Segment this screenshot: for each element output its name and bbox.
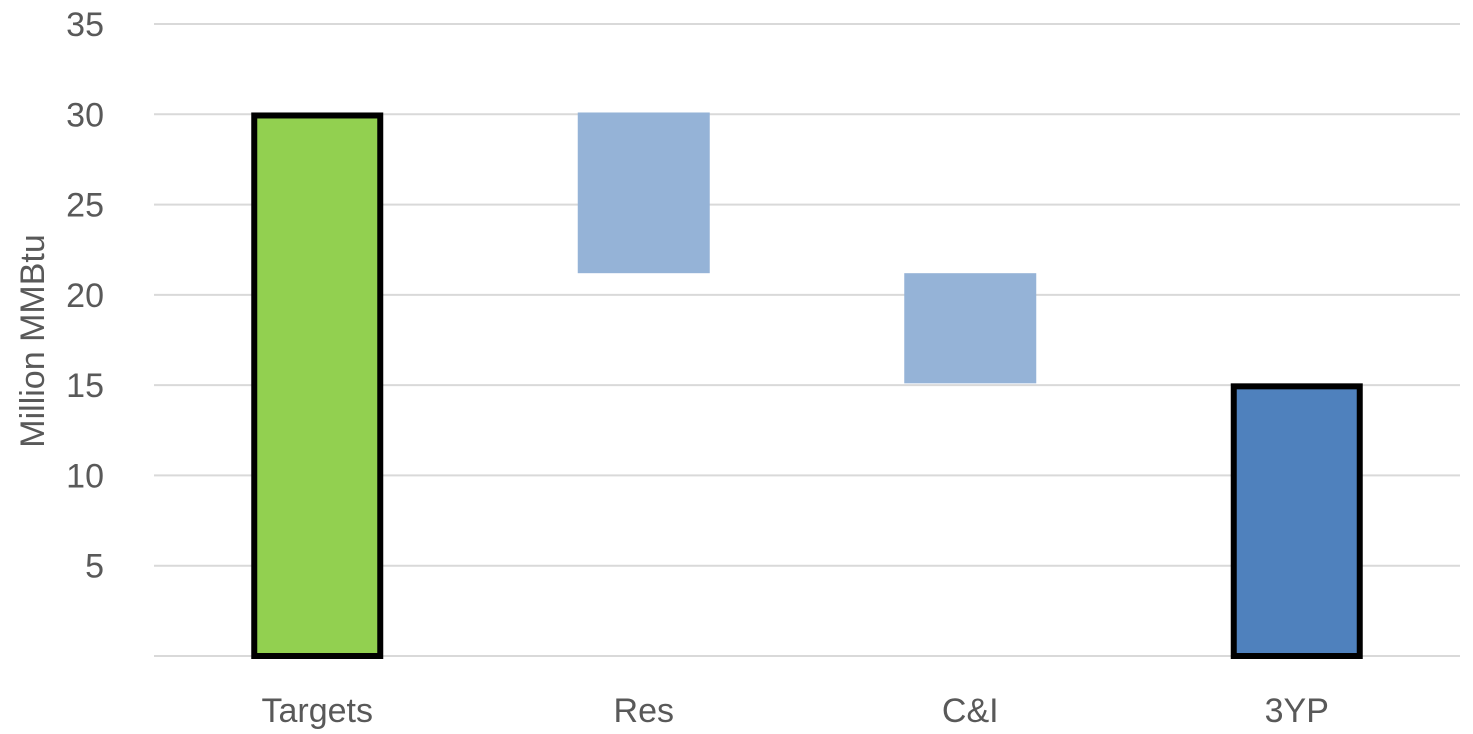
y-tick-label: 35 <box>66 6 104 44</box>
y-tick-label: 20 <box>66 277 104 315</box>
y-axis-title: Million MMBtu <box>14 234 52 447</box>
y-tick-label: 10 <box>66 457 104 495</box>
bar-c-i <box>904 273 1037 384</box>
x-category-label: Res <box>614 692 674 730</box>
y-tick-label: 25 <box>66 187 104 225</box>
y-axis-ticks: 5 10 15 20 25 30 35 <box>66 6 104 586</box>
bars <box>251 112 1363 660</box>
bar-3yp <box>1230 383 1363 659</box>
x-category-label: 3YP <box>1265 692 1329 730</box>
y-tick-label: 5 <box>85 548 104 586</box>
bar-res <box>577 112 710 274</box>
x-category-label: C&I <box>942 692 999 730</box>
y-tick-label: 30 <box>66 96 104 134</box>
bar-targets <box>251 112 384 660</box>
y-tick-label: 15 <box>66 367 104 405</box>
x-category-label: Targets <box>262 692 374 730</box>
x-axis-categories: Targets Res C&I 3YP <box>262 692 1329 730</box>
